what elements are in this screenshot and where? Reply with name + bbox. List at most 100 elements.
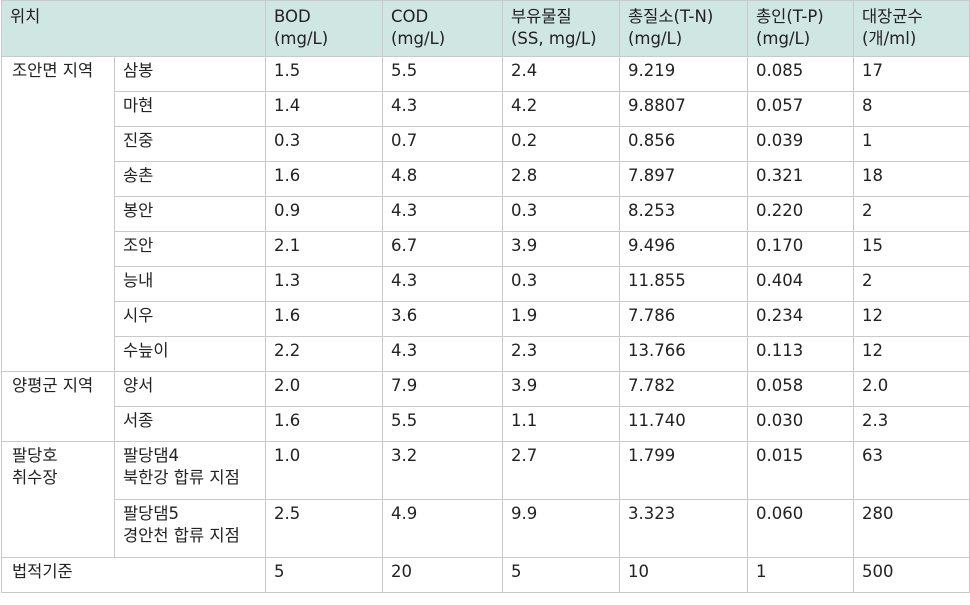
tp-cell: 0.234: [747, 301, 854, 337]
header-coliform: 대장균수 (개/ml): [853, 0, 970, 57]
tn-cell: 7.782: [619, 371, 748, 407]
ss-cell: 2.4: [502, 56, 620, 92]
site-cell: 팔당댐5 경안천 합류 지점: [114, 499, 266, 558]
bod-cell: 2.5: [265, 499, 383, 558]
table-row: 봉안 0.9 4.3 0.3 8.253 0.220 2: [2, 196, 970, 232]
site-label: 조안: [123, 236, 154, 255]
site-label: 북한강 합류 지점: [123, 468, 240, 487]
header-coliform-name: 대장균수: [862, 7, 923, 26]
bod-cell: 2.0: [265, 371, 383, 407]
table-row: 서종 1.6 5.5 1.1 11.740 0.030 2.3: [2, 406, 970, 442]
ss-cell: 1.9: [502, 301, 620, 337]
coliform-cell: 18: [853, 161, 970, 197]
cod-cell: 0.7: [382, 126, 503, 162]
header-location: 위치: [1, 0, 266, 57]
site-label: 경안천 합류 지점: [123, 526, 240, 545]
ss-cell: 2.3: [502, 336, 620, 372]
table-row: 팔당댐5 경안천 합류 지점 2.5 4.9 9.9 3.323 0.060 280: [2, 499, 970, 558]
header-cod: COD (mg/L): [382, 0, 503, 57]
table-row: 조안 2.1 6.7 3.9 9.496 0.170 15: [2, 231, 970, 267]
tp-cell: 0.113: [747, 336, 854, 372]
header-cod-name: COD: [391, 7, 429, 26]
cod-cell: 4.8: [382, 161, 503, 197]
coliform-cell: 2.3: [853, 406, 970, 442]
site-label: 팔당댐5: [123, 504, 180, 523]
site-label: 시우: [123, 306, 154, 325]
cod-cell: 4.9: [382, 499, 503, 558]
bod-cell: 2.2: [265, 336, 383, 372]
site-cell: 봉안: [114, 196, 266, 232]
header-tp-name: 총인(T-P): [756, 7, 824, 26]
bod-cell: 2.1: [265, 231, 383, 267]
site-label: 능내: [123, 271, 154, 290]
region-cell: 팔당호 취수장: [1, 441, 115, 558]
ss-cell: 0.2: [502, 126, 620, 162]
site-label: 수늪이: [123, 341, 169, 360]
tn-cell: 11.855: [619, 266, 748, 302]
ss-cell: 3.9: [502, 231, 620, 267]
region-cell: 조안면 지역: [1, 56, 115, 372]
region-label: 조안면 지역: [12, 61, 94, 80]
header-ss: 부유물질 (SS, mg/L): [502, 0, 620, 57]
coliform-cell: 2.0: [853, 371, 970, 407]
coliform-cell: 12: [853, 336, 970, 372]
header-bod-name: BOD: [274, 7, 311, 26]
tn-cell: 9.8807: [619, 91, 748, 127]
coliform-cell: 17: [853, 56, 970, 92]
ss-cell: 0.3: [502, 196, 620, 232]
table-row: 수늪이 2.2 4.3 2.3 13.766 0.113 12: [2, 336, 970, 372]
standard-ss-cell: 5: [502, 557, 620, 593]
cod-cell: 4.3: [382, 336, 503, 372]
tp-cell: 0.085: [747, 56, 854, 92]
cod-cell: 4.3: [382, 91, 503, 127]
cod-cell: 7.9: [382, 371, 503, 407]
site-label: 양서: [123, 376, 154, 395]
site-cell: 수늪이: [114, 336, 266, 372]
header-tp-unit: (mg/L): [756, 29, 811, 48]
coliform-cell: 2: [853, 196, 970, 232]
tp-cell: 0.404: [747, 266, 854, 302]
bod-cell: 1.6: [265, 406, 383, 442]
header-tn-unit: (mg/L): [628, 29, 683, 48]
region-cell: 양평군 지역: [1, 371, 115, 442]
ss-cell: 1.1: [502, 406, 620, 442]
bod-cell: 1.0: [265, 441, 383, 500]
header-tn: 총질소(T-N) (mg/L): [619, 0, 748, 57]
standard-tn-cell: 10: [619, 557, 748, 593]
region-label: 팔당호: [12, 446, 58, 465]
tp-cell: 0.015: [747, 441, 854, 500]
tn-cell: 8.253: [619, 196, 748, 232]
cod-cell: 5.5: [382, 56, 503, 92]
table-row: 진중 0.3 0.7 0.2 0.856 0.039 1: [2, 126, 970, 162]
site-cell: 서종: [114, 406, 266, 442]
cod-cell: 4.3: [382, 196, 503, 232]
header-coliform-unit: (개/ml): [862, 29, 917, 48]
tp-cell: 0.058: [747, 371, 854, 407]
bod-cell: 0.9: [265, 196, 383, 232]
site-label: 서종: [123, 411, 154, 430]
coliform-cell: 63: [853, 441, 970, 500]
tn-cell: 1.799: [619, 441, 748, 500]
site-cell: 능내: [114, 266, 266, 302]
tn-cell: 13.766: [619, 336, 748, 372]
table-row: 팔당호 취수장 팔당댐4 북한강 합류 지점 1.0 3.2 2.7 1.799 0.015 63: [1, 441, 970, 558]
tp-cell: 0.321: [747, 161, 854, 197]
cod-cell: 4.3: [382, 266, 503, 302]
tp-cell: 0.057: [747, 91, 854, 127]
coliform-cell: 1: [853, 126, 970, 162]
table-row: 능내 1.3 4.3 0.3 11.855 0.404 2: [2, 266, 970, 302]
table-row: 조안면 지역 삼봉 1.5 5.5 2.4 9.219 0.085 17: [1, 56, 970, 372]
standard-tp-cell: 1: [747, 557, 854, 593]
site-label: 송촌: [123, 166, 154, 185]
table-row: 시우 1.6 3.6 1.9 7.786 0.234 12: [2, 301, 970, 337]
coliform-cell: 15: [853, 231, 970, 267]
header-ss-name: 부유물질: [511, 7, 572, 26]
header-bod-unit: (mg/L): [274, 29, 329, 48]
site-label: 봉안: [123, 201, 154, 220]
header-row: 위치 BOD (mg/L) COD (mg/L) 부유물질 (SS, mg/L) 총질…: [1, 0, 970, 57]
header-bod: BOD (mg/L): [265, 0, 383, 57]
water-quality-table: 위치 BOD (mg/L) COD (mg/L) 부유물질 (SS, mg/L) 총질…: [1, 0, 970, 593]
site-cell: 마현: [114, 91, 266, 127]
bod-cell: 0.3: [265, 126, 383, 162]
standard-row: 법적기준 5 20 5 10 1 500: [1, 557, 970, 593]
